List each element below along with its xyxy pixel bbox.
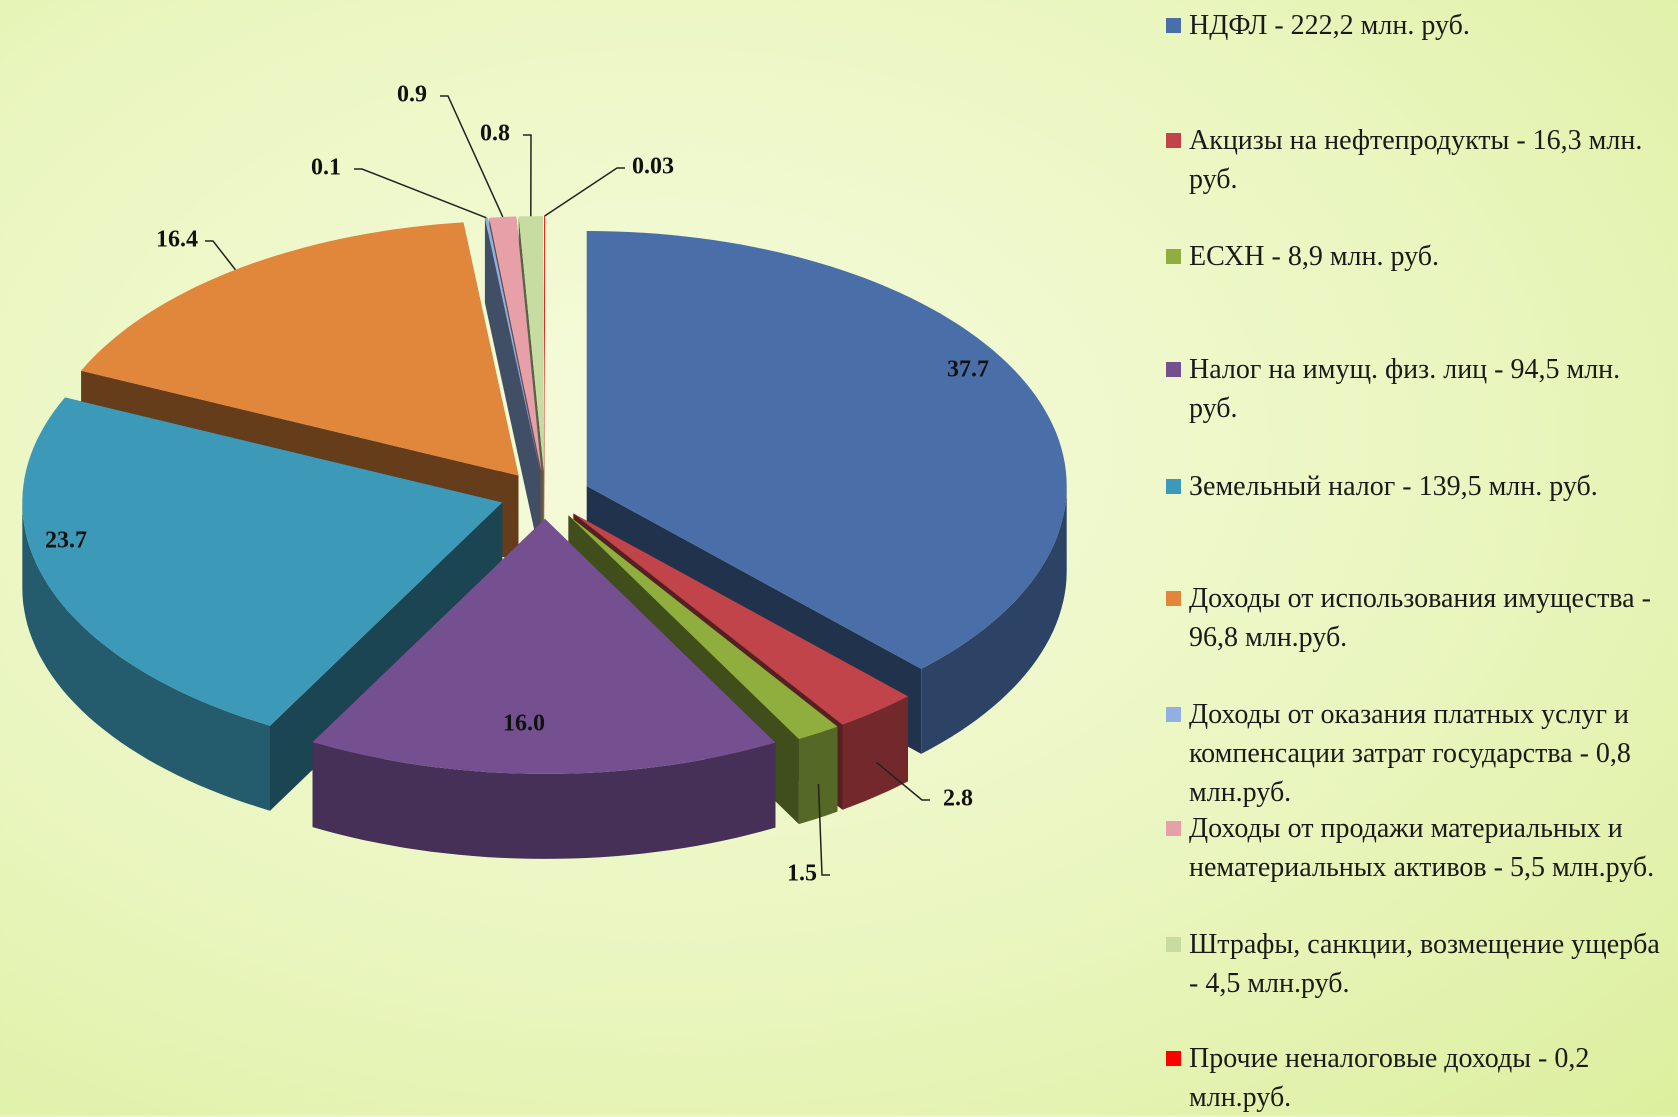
data-label: 16.0 bbox=[503, 711, 545, 737]
slice bbox=[586, 231, 1067, 669]
slice bbox=[312, 518, 776, 774]
leader-line bbox=[354, 168, 487, 219]
slice bbox=[22, 397, 503, 726]
legend-item: НДФЛ - 222,2 млн. руб. bbox=[1166, 6, 1671, 45]
legend-swatch bbox=[1166, 591, 1181, 606]
chart: 37.7 2.8 1.5 16.0 23.7 16.4 0.1 0.9 0.8 0.03 bbox=[22, 82, 1067, 887]
data-label: 16.4 bbox=[156, 227, 198, 253]
slice bbox=[544, 216, 545, 472]
slice bbox=[573, 513, 908, 725]
legend-label: Налог на имущ. физ. лиц - 94,5 млн. руб. bbox=[1189, 354, 1621, 424]
legend-label: Штрафы, санкции, возмещение ущерба - 4,5… bbox=[1189, 929, 1660, 999]
leader-line bbox=[523, 134, 532, 217]
legend-label: НДФЛ - 222,2 млн. руб. bbox=[1189, 10, 1470, 41]
slice bbox=[484, 217, 540, 472]
legend-item: ЕСХН - 8,9 млн. руб. bbox=[1166, 237, 1671, 276]
legend-label: ЕСХН - 8,9 млн. руб. bbox=[1189, 241, 1440, 272]
legend-swatch bbox=[1166, 707, 1181, 722]
slice-wall bbox=[312, 742, 776, 859]
slice-wall bbox=[798, 726, 838, 825]
legend-swatch bbox=[1166, 479, 1181, 494]
legend-item: Доходы от продажи материальных и нематер… bbox=[1166, 809, 1671, 887]
slice-wall bbox=[921, 486, 1067, 754]
legend-label: Доходы от продажи материальных и нематер… bbox=[1189, 813, 1655, 883]
data-label: 0.03 bbox=[632, 154, 674, 180]
legend-label: Земельный налог - 139,5 млн. руб. bbox=[1189, 471, 1598, 502]
data-label: 23.7 bbox=[45, 528, 87, 554]
leader-line bbox=[440, 95, 504, 218]
leader-line bbox=[875, 761, 930, 801]
slice-side bbox=[487, 217, 540, 557]
legend-swatch bbox=[1166, 821, 1181, 836]
slice-wall bbox=[842, 696, 908, 810]
legend-item: Налог на имущ. физ. лиц - 94,5 млн. руб. bbox=[1166, 350, 1671, 428]
data-label: 0.1 bbox=[311, 155, 341, 181]
slice bbox=[489, 216, 542, 472]
legend-label: Доходы от использования имущества - 96,8… bbox=[1189, 583, 1651, 653]
legend-item: Прочие неналоговые доходы - 0,2 млн.руб. bbox=[1166, 1039, 1671, 1117]
leader-line bbox=[817, 784, 830, 876]
slice bbox=[81, 222, 519, 476]
legend-swatch bbox=[1166, 249, 1181, 264]
legend-item: Доходы от использования имущества - 96,8… bbox=[1166, 579, 1671, 657]
legend-label: Акцизы на нефтепродукты - 16,3 млн. руб. bbox=[1189, 125, 1643, 195]
leader-line bbox=[205, 240, 237, 271]
leader-line bbox=[544, 167, 625, 217]
slice-wall bbox=[22, 502, 270, 811]
legend-item: Штрафы, санкции, возмещение ущерба - 4,5… bbox=[1166, 925, 1671, 1003]
data-label: 37.7 bbox=[947, 357, 989, 383]
legend-item: Доходы от оказания платных услуг и компе… bbox=[1166, 695, 1671, 812]
slice bbox=[518, 216, 544, 472]
data-label: 0.9 bbox=[397, 82, 427, 108]
legend-swatch bbox=[1166, 1051, 1181, 1066]
legend-label: Доходы от оказания платных услуг и компе… bbox=[1189, 699, 1631, 808]
slice-side bbox=[544, 216, 545, 557]
legend-item: Земельный налог - 139,5 млн. руб. bbox=[1166, 467, 1671, 506]
legend-swatch bbox=[1166, 133, 1181, 148]
legend-swatch bbox=[1166, 362, 1181, 377]
legend-label: Прочие неналоговые доходы - 0,2 млн.руб. bbox=[1189, 1043, 1590, 1113]
slice bbox=[568, 515, 838, 740]
legend-swatch bbox=[1166, 937, 1181, 952]
data-label: 2.8 bbox=[943, 786, 973, 812]
data-label: 0.8 bbox=[480, 121, 510, 147]
data-label: 1.5 bbox=[787, 861, 817, 887]
legend-swatch bbox=[1166, 18, 1181, 33]
legend-item: Акцизы на нефтепродукты - 16,3 млн. руб. bbox=[1166, 121, 1671, 199]
